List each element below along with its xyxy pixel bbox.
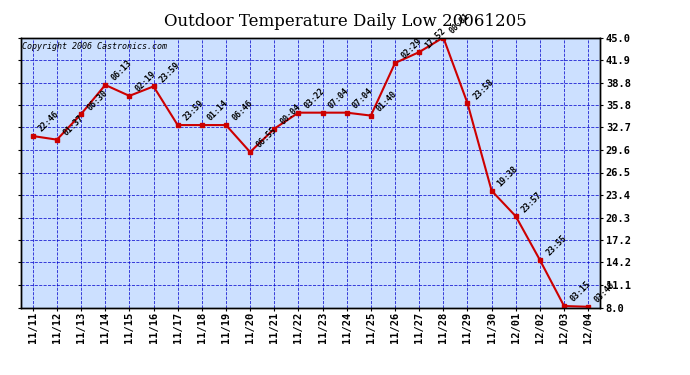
- Text: 06:30: 06:30: [86, 88, 109, 112]
- Text: 23:59: 23:59: [158, 60, 181, 84]
- Text: 02:29: 02:29: [400, 37, 423, 61]
- Text: 19:38: 19:38: [496, 165, 520, 189]
- Text: 00:04: 00:04: [279, 102, 302, 126]
- Text: 23:57: 23:57: [520, 190, 544, 214]
- Text: 02:19: 02:19: [134, 70, 157, 94]
- Text: 01:40: 01:40: [375, 89, 399, 113]
- Text: 03:22: 03:22: [303, 87, 326, 111]
- Text: Outdoor Temperature Daily Low 20061205: Outdoor Temperature Daily Low 20061205: [164, 13, 526, 30]
- Text: 03:40: 03:40: [593, 280, 616, 304]
- Text: 23:55: 23:55: [544, 234, 568, 258]
- Text: Copyright 2006 Castronics.com: Copyright 2006 Castronics.com: [22, 42, 167, 51]
- Text: 23:59: 23:59: [182, 99, 206, 123]
- Text: 00:01: 00:01: [448, 11, 471, 35]
- Text: 06:46: 06:46: [230, 99, 254, 123]
- Text: 01:37: 01:37: [61, 114, 85, 138]
- Text: 01:14: 01:14: [206, 99, 230, 123]
- Text: 06:55: 06:55: [255, 126, 278, 150]
- Text: 07:04: 07:04: [327, 87, 351, 111]
- Text: 07:04: 07:04: [351, 87, 375, 111]
- Text: 23:58: 23:58: [472, 77, 495, 101]
- Text: 17:52: 17:52: [424, 26, 447, 50]
- Text: 22:46: 22:46: [37, 110, 61, 134]
- Text: 03:15: 03:15: [569, 280, 592, 304]
- Text: 06:13: 06:13: [110, 59, 133, 83]
